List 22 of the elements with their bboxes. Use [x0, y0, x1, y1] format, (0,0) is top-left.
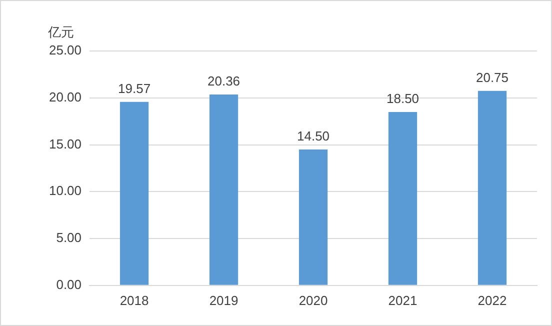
- bar: [209, 94, 238, 285]
- y-tick-label: 0.00: [56, 276, 82, 292]
- y-tick-label: 20.00: [48, 89, 82, 104]
- data-label: 14.50: [296, 128, 330, 144]
- x-tick-label: 2021: [388, 292, 418, 308]
- y-tick-label: 5.00: [56, 230, 82, 246]
- data-label: 20.75: [476, 70, 509, 85]
- bar: [478, 90, 507, 285]
- data-label: 18.50: [386, 91, 420, 106]
- bar: [298, 149, 328, 285]
- y-tick-label: 25.00: [48, 42, 82, 58]
- data-label: 19.57: [118, 80, 151, 96]
- x-tick-label: 2019: [209, 292, 238, 308]
- x-tick-label: 2022: [478, 292, 507, 308]
- y-tick-label: 10.00: [48, 183, 82, 198]
- bar: [120, 102, 149, 285]
- x-tick-label: 2020: [298, 292, 328, 308]
- data-label: 20.36: [208, 74, 240, 89]
- bar: [388, 112, 418, 285]
- y-tick-label: 15.00: [48, 136, 82, 152]
- x-tick-label: 2018: [120, 292, 149, 308]
- y-axis-title: 亿元: [47, 24, 74, 40]
